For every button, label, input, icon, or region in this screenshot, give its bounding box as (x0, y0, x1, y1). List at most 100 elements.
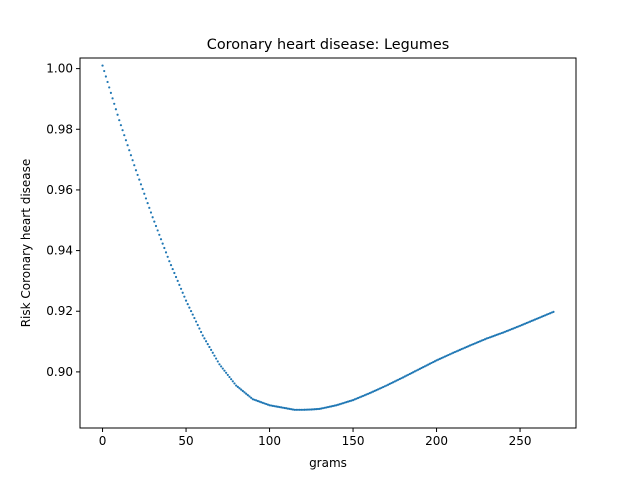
data-point (520, 323, 523, 327)
data-point (338, 403, 341, 406)
data-point (121, 129, 124, 132)
data-point (301, 408, 305, 411)
data-point (154, 224, 158, 228)
data-point (191, 313, 194, 316)
data-point (286, 407, 290, 410)
data-point (375, 388, 378, 392)
data-point (293, 408, 296, 411)
data-point (101, 64, 104, 67)
data-point (528, 320, 532, 323)
data-point (144, 197, 148, 200)
data-point (129, 154, 133, 157)
data-point (398, 377, 401, 381)
data-point (243, 391, 246, 394)
data-point (545, 313, 548, 316)
x-tick-label: 50 (178, 434, 193, 448)
data-point (161, 242, 164, 245)
data-point (194, 320, 198, 323)
data-point (368, 392, 371, 395)
data-point (371, 390, 375, 393)
data-point (240, 388, 243, 391)
data-point (507, 329, 510, 332)
data-point (397, 378, 400, 381)
data-point (442, 356, 445, 359)
data-point (221, 367, 224, 370)
data-series (101, 64, 555, 411)
data-point (550, 311, 553, 314)
data-point (425, 364, 428, 367)
data-point (428, 362, 431, 365)
data-point (251, 398, 254, 401)
data-point (532, 319, 535, 322)
data-point (475, 341, 478, 344)
data-point (290, 408, 293, 411)
data-point (415, 369, 418, 372)
data-point (417, 368, 420, 371)
data-point (326, 405, 330, 409)
y-tick-label: 1.00 (46, 62, 73, 76)
data-point (420, 366, 423, 370)
data-point (370, 391, 373, 394)
data-point (104, 75, 107, 78)
data-point (387, 383, 390, 386)
data-point (472, 343, 475, 346)
data-point (328, 405, 331, 408)
data-point (106, 80, 109, 84)
data-point (341, 402, 345, 405)
data-point (183, 295, 186, 298)
data-point (119, 124, 123, 127)
data-point (261, 401, 264, 404)
data-point (188, 306, 191, 309)
data-point (407, 373, 410, 376)
data-point (184, 299, 188, 302)
data-point (139, 183, 143, 186)
data-point (230, 378, 233, 381)
data-point (151, 216, 154, 219)
data-point (163, 246, 166, 250)
data-point (323, 406, 326, 409)
data-point (400, 377, 403, 380)
data-point (513, 326, 517, 329)
data-point (310, 408, 313, 411)
y-tick-label: 0.98 (46, 122, 73, 136)
data-point (522, 323, 525, 326)
data-point (131, 159, 134, 162)
data-point (320, 407, 323, 410)
data-point (438, 357, 441, 360)
data-point (435, 359, 438, 362)
data-point (159, 238, 163, 241)
data-point (505, 330, 508, 333)
data-point (517, 325, 520, 328)
data-point (265, 402, 268, 406)
data-point (460, 348, 463, 351)
data-point (283, 406, 286, 410)
data-point (365, 393, 368, 396)
data-point (315, 408, 318, 411)
data-point (128, 149, 131, 152)
data-point (490, 335, 493, 338)
data-point (498, 332, 502, 335)
data-point (395, 379, 398, 382)
data-point (133, 164, 136, 167)
data-point (308, 408, 311, 411)
data-point (366, 392, 370, 395)
y-tick-label: 0.90 (46, 365, 73, 379)
data-point (537, 317, 540, 320)
data-point (173, 271, 176, 275)
data-point (443, 355, 447, 358)
data-point (215, 357, 218, 360)
data-point (313, 408, 316, 411)
data-point (213, 354, 216, 357)
data-point (508, 328, 512, 331)
data-point (408, 372, 411, 376)
data-point (363, 394, 366, 397)
data-point (236, 385, 239, 389)
data-point (248, 395, 251, 398)
data-point (403, 375, 406, 378)
data-point (485, 337, 488, 340)
data-point (303, 408, 306, 411)
data-point (141, 187, 144, 191)
data-point (103, 69, 106, 73)
x-tick-label: 100 (258, 434, 281, 448)
data-point (149, 211, 153, 214)
